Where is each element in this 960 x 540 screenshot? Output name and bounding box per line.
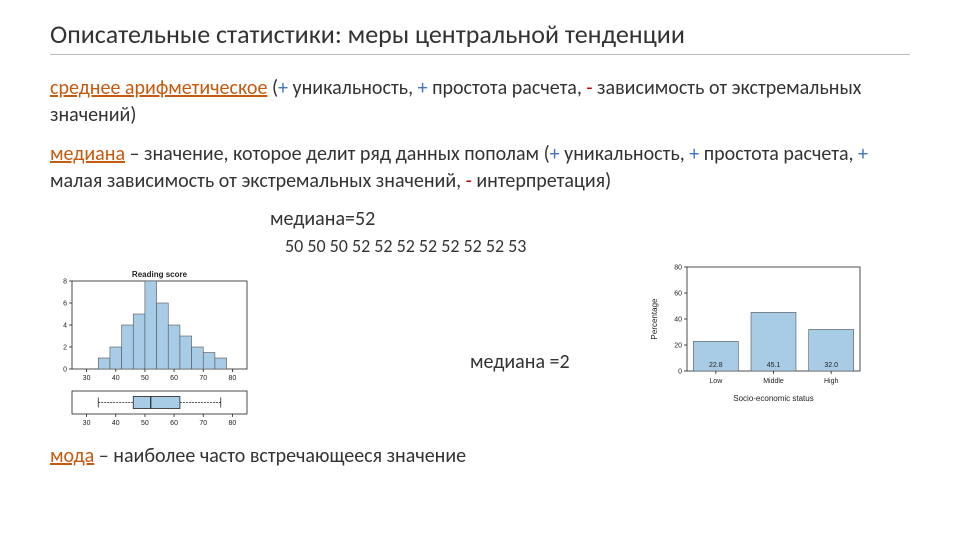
median-d3: простота расчета, bbox=[699, 142, 858, 166]
median-plus2: + bbox=[689, 142, 699, 166]
mode-term: мода bbox=[50, 444, 94, 468]
svg-text:32.0: 32.0 bbox=[824, 362, 838, 369]
svg-text:30: 30 bbox=[83, 375, 91, 382]
median-d5: интерпретация) bbox=[472, 169, 611, 193]
svg-text:30: 30 bbox=[83, 420, 91, 427]
svg-text:Reading score: Reading score bbox=[132, 270, 188, 279]
median-d1: – значение, которое делит ряд данных поп… bbox=[125, 142, 550, 166]
svg-text:0: 0 bbox=[678, 369, 682, 376]
charts-row: 0 2 4 6 8 30 40 50 60 70 80 Reading score 30 40 50 60 7… bbox=[50, 265, 910, 430]
median-d4: малая зависимость от экстремальных значе… bbox=[50, 169, 466, 193]
svg-text:Socio-economic status: Socio-economic status bbox=[733, 394, 813, 403]
svg-text:60: 60 bbox=[674, 291, 682, 298]
mode-definition: мода – наиболее часто встречающееся знач… bbox=[50, 444, 910, 468]
svg-text:40: 40 bbox=[674, 317, 682, 324]
reading-score-block: 0 2 4 6 8 30 40 50 60 70 80 Reading score 30 40 50 60 7… bbox=[50, 265, 255, 430]
reading-score-histogram: 0 2 4 6 8 30 40 50 60 70 80 Reading score bbox=[50, 265, 255, 385]
svg-text:40: 40 bbox=[112, 420, 120, 427]
svg-text:Low: Low bbox=[709, 378, 723, 385]
svg-text:4: 4 bbox=[63, 323, 67, 330]
svg-text:40: 40 bbox=[112, 375, 120, 382]
svg-text:70: 70 bbox=[199, 375, 207, 382]
mean-d2: уникальность, bbox=[288, 76, 418, 100]
median-data-row: 50 50 50 52 52 52 52 52 52 52 53 bbox=[285, 235, 910, 257]
svg-text:Middle: Middle bbox=[763, 378, 784, 385]
median2-label: медиана =2 bbox=[470, 350, 570, 374]
svg-text:6: 6 bbox=[63, 301, 67, 308]
svg-text:80: 80 bbox=[229, 420, 237, 427]
page-title: Описательные статистики: меры центрально… bbox=[50, 18, 910, 55]
svg-text:60: 60 bbox=[170, 375, 178, 382]
mean-d3: простота расчета, bbox=[428, 76, 587, 100]
median-plus3: + bbox=[858, 142, 868, 166]
median-definition: медиана – значение, которое делит ряд да… bbox=[50, 141, 910, 195]
svg-text:20: 20 bbox=[674, 343, 682, 350]
median-equation: медиана=52 bbox=[270, 207, 910, 231]
median-plus1: + bbox=[550, 142, 560, 166]
svg-text:2: 2 bbox=[63, 345, 67, 352]
svg-text:70: 70 bbox=[199, 420, 207, 427]
svg-text:Percentage: Percentage bbox=[650, 298, 659, 339]
svg-text:0: 0 bbox=[63, 367, 67, 374]
svg-text:22.8: 22.8 bbox=[709, 362, 723, 369]
svg-text:8: 8 bbox=[63, 279, 67, 286]
reading-score-boxplot: 30 40 50 60 70 80 bbox=[50, 385, 255, 430]
mean-plus2: + bbox=[418, 76, 428, 100]
mean-definition: среднее арифметическое (+ уникальность, … bbox=[50, 75, 910, 129]
mode-desc: – наиболее часто встречающееся значение bbox=[94, 444, 466, 468]
median-term: медиана bbox=[50, 142, 125, 166]
mean-d1: ( bbox=[267, 76, 278, 100]
svg-text:High: High bbox=[824, 378, 839, 385]
svg-text:80: 80 bbox=[229, 375, 237, 382]
mean-term: среднее арифметическое bbox=[50, 76, 267, 100]
svg-text:50: 50 bbox=[141, 420, 149, 427]
ses-bar-chart: 0 20 40 60 80 22.8 Low 45.1 Middle 32.0 High Percen… bbox=[645, 255, 870, 405]
svg-text:60: 60 bbox=[170, 420, 178, 427]
svg-text:45.1: 45.1 bbox=[767, 362, 781, 369]
svg-text:80: 80 bbox=[674, 265, 682, 272]
median-d2: уникальность, bbox=[560, 142, 690, 166]
mean-plus1: + bbox=[278, 76, 288, 100]
svg-text:50: 50 bbox=[141, 375, 149, 382]
